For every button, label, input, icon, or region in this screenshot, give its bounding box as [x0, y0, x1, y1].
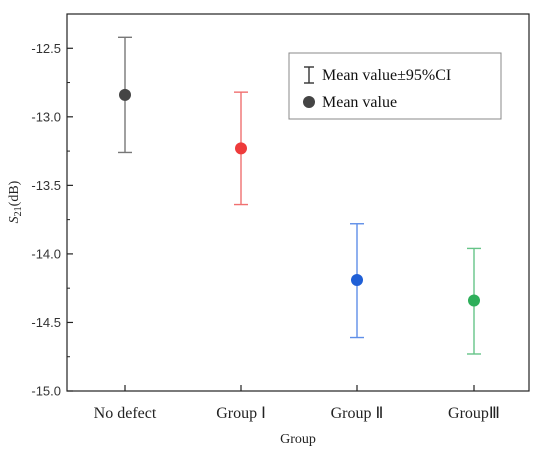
y-tick-label-0: -12.5: [31, 41, 61, 56]
x-tick-label-0: No defect: [94, 405, 157, 422]
plot-frame: [66, 13, 530, 392]
y-tick-label-2: -13.5: [31, 178, 61, 193]
mean-point-1: [235, 142, 247, 155]
x-axis: No defect Group Ⅰ Group Ⅱ GroupⅢ: [94, 385, 500, 422]
legend-label-mean: Mean value: [322, 94, 397, 111]
legend-errorbar-icon: [304, 66, 314, 84]
mean-point-0: [119, 88, 131, 101]
y-axis: -12.5 -13.0 -13.5 -14.0 -14.5 -15.0: [31, 13, 73, 399]
errorbar-0: [118, 36, 132, 154]
mean-point-2: [351, 273, 363, 286]
y-tick-label-4: -14.5: [31, 315, 61, 330]
x-tick-label-2: Group Ⅱ: [331, 405, 384, 422]
y-axis-title-base: S: [7, 216, 22, 223]
y-tick-label-5: -15.0: [31, 384, 61, 399]
errorbar-3: [467, 247, 481, 355]
data-marks: [118, 36, 481, 355]
y-tick-label-3: -14.0: [31, 246, 61, 261]
errorbar-1: [234, 91, 248, 206]
x-tick-label-1: Group Ⅰ: [216, 405, 266, 422]
errorbar-2: [350, 223, 364, 339]
x-tick-label-3: GroupⅢ: [448, 405, 500, 422]
y-axis-title-sub: 21: [13, 206, 24, 216]
legend: Mean value±95%CI Mean value: [288, 52, 502, 120]
legend-dot-icon: [303, 96, 315, 108]
legend-box: [288, 52, 502, 120]
x-axis-title: Group: [280, 432, 316, 447]
y-axis-title-unit: (dB): [7, 180, 22, 206]
legend-label-ci: Mean value±95%CI: [322, 67, 451, 84]
mean-point-3: [468, 294, 480, 307]
y-tick-label-1: -13.0: [31, 109, 61, 124]
y-axis-title: S21(dB): [7, 180, 24, 223]
